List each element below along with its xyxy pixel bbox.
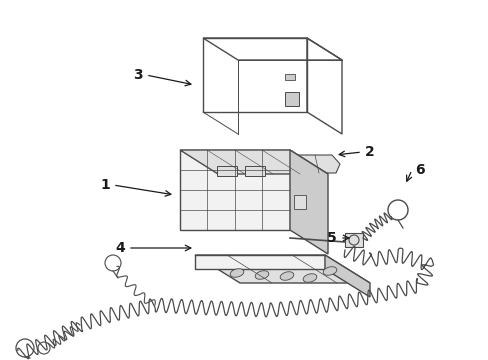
Bar — [244, 166, 264, 176]
Text: 4: 4 — [115, 241, 124, 255]
Bar — [345, 233, 362, 247]
Polygon shape — [195, 255, 325, 269]
Polygon shape — [195, 255, 369, 283]
Polygon shape — [325, 255, 369, 297]
Polygon shape — [289, 155, 339, 173]
Ellipse shape — [323, 267, 336, 275]
Bar — [285, 92, 298, 106]
Text: 1: 1 — [100, 178, 110, 192]
Polygon shape — [289, 150, 327, 254]
Ellipse shape — [255, 271, 268, 279]
Text: 5: 5 — [326, 231, 336, 245]
Bar — [293, 195, 305, 209]
Ellipse shape — [303, 274, 316, 282]
Polygon shape — [180, 150, 327, 174]
Polygon shape — [180, 150, 289, 230]
Bar — [285, 74, 294, 80]
Text: 6: 6 — [414, 163, 424, 177]
Text: 2: 2 — [365, 145, 374, 159]
Ellipse shape — [280, 272, 293, 280]
Bar — [217, 166, 237, 176]
Ellipse shape — [230, 269, 244, 277]
Text: 3: 3 — [133, 68, 142, 82]
